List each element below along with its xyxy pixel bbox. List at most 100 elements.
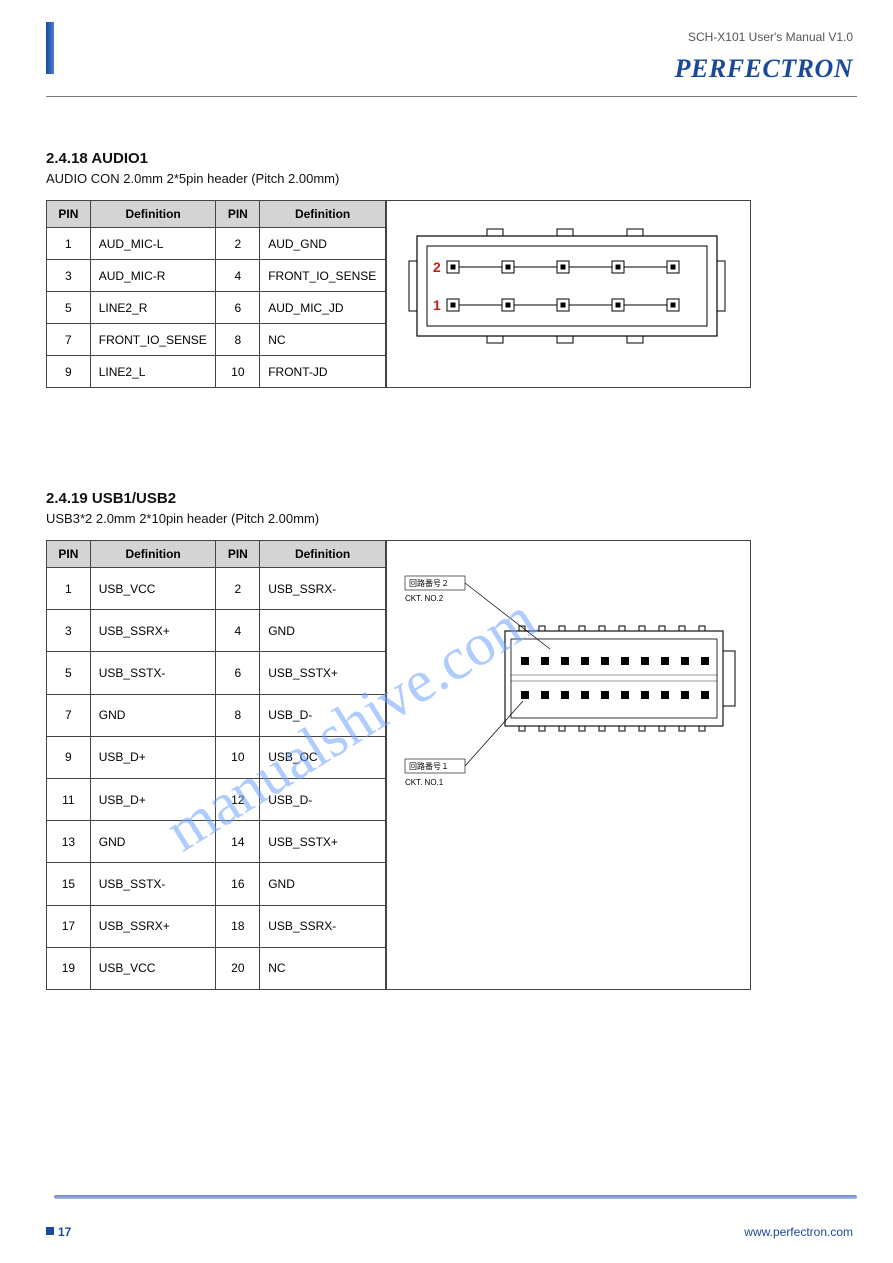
definition-cell: USB_SSTX+ — [260, 821, 386, 863]
pin-cell: 16 — [216, 863, 260, 905]
definition-cell: USB_VCC — [90, 947, 216, 989]
definition-cell: GND — [90, 694, 216, 736]
pin-cell: 10 — [216, 356, 260, 388]
page-number: 17 — [58, 1225, 71, 1239]
pin-cell: 2 — [216, 568, 260, 610]
pin-cell: 6 — [216, 292, 260, 324]
table-row: 15USB_SSTX-16GND — [47, 863, 386, 905]
usb-connector-svg: 回路番号２ CKT. NO.2 — [395, 571, 745, 821]
definition-cell: USB_OC — [260, 736, 386, 778]
section-heading: 2.4.19 USB1/USB2 — [46, 490, 857, 507]
table-row: 1AUD_MIC-L2AUD_GND — [47, 228, 386, 260]
definition-cell: USB_D+ — [90, 736, 216, 778]
pin-cell: 1 — [47, 568, 91, 610]
table-row: 7FRONT_IO_SENSE8NC — [47, 324, 386, 356]
definition-cell: USB_D- — [260, 778, 386, 820]
definition-cell: AUD_MIC_JD — [260, 292, 386, 324]
col-header: Definition — [90, 201, 216, 228]
col-header: PIN — [216, 201, 260, 228]
pin-cell: 13 — [47, 821, 91, 863]
col-header: PIN — [216, 541, 260, 568]
pin-cell: 1 — [47, 228, 91, 260]
pin-cell: 9 — [47, 356, 91, 388]
table-row: 5USB_SSTX-6USB_SSTX+ — [47, 652, 386, 694]
col-header: PIN — [47, 541, 91, 568]
audio-connector-figure: 2 1 — [386, 200, 751, 388]
definition-cell: USB_SSRX+ — [90, 610, 216, 652]
ckt-label-jp-1: 回路番号１ — [409, 761, 449, 771]
definition-cell: LINE2_R — [90, 292, 216, 324]
table-row: 3USB_SSRX+4GND — [47, 610, 386, 652]
definition-cell: USB_SSRX- — [260, 905, 386, 947]
definition-cell: AUD_MIC-L — [90, 228, 216, 260]
table-row: 1USB_VCC2USB_SSRX- — [47, 568, 386, 610]
table-header-row: PIN Definition PIN Definition — [47, 541, 386, 568]
definition-cell: USB_D- — [260, 694, 386, 736]
section-usb: 2.4.19 USB1/USB2 USB3*2 2.0mm 2*10pin he… — [46, 490, 857, 990]
pin-cell: 3 — [47, 260, 91, 292]
pin-cell: 7 — [47, 694, 91, 736]
pin-cell: 9 — [47, 736, 91, 778]
table-row: 7GND8USB_D- — [47, 694, 386, 736]
table-row: 9USB_D+10USB_OC — [47, 736, 386, 778]
definition-cell: USB_D+ — [90, 778, 216, 820]
definition-cell: GND — [260, 610, 386, 652]
definition-cell: LINE2_L — [90, 356, 216, 388]
definition-cell: NC — [260, 947, 386, 989]
doc-title: SCH-X101 User's Manual V1.0 — [688, 30, 853, 44]
table-header-row: PIN Definition PIN Definition — [47, 201, 386, 228]
brand-logo: PERFECTRON — [675, 54, 853, 84]
table-row: 5LINE2_R6AUD_MIC_JD — [47, 292, 386, 324]
pin-cell: 8 — [216, 694, 260, 736]
section-subheading: AUDIO CON 2.0mm 2*5pin header (Pitch 2.0… — [46, 171, 857, 186]
definition-cell: FRONT-JD — [260, 356, 386, 388]
pin-cell: 7 — [47, 324, 91, 356]
pin-cell: 4 — [216, 610, 260, 652]
pin-cell: 18 — [216, 905, 260, 947]
header-accent — [46, 22, 54, 74]
definition-cell: USB_SSTX- — [90, 863, 216, 905]
definition-cell: USB_SSTX+ — [260, 652, 386, 694]
ckt-label-en-2: CKT. NO.2 — [405, 594, 444, 603]
section-heading: 2.4.18 AUDIO1 — [46, 150, 857, 167]
table-row: 17USB_SSRX+18USB_SSRX- — [47, 905, 386, 947]
table-row: 13GND14USB_SSTX+ — [47, 821, 386, 863]
ckt-label-en-1: CKT. NO.1 — [405, 778, 444, 787]
section-subheading: USB3*2 2.0mm 2*10pin header (Pitch 2.00m… — [46, 511, 857, 526]
definition-cell: FRONT_IO_SENSE — [90, 324, 216, 356]
usb-pin-table: PIN Definition PIN Definition 1USB_VCC2U… — [46, 540, 386, 990]
definition-cell: AUD_MIC-R — [90, 260, 216, 292]
definition-cell: GND — [260, 863, 386, 905]
pin-cell: 20 — [216, 947, 260, 989]
definition-cell: AUD_GND — [260, 228, 386, 260]
pin-cell: 11 — [47, 778, 91, 820]
col-header: Definition — [90, 541, 216, 568]
pin-label-1: 1 — [433, 297, 441, 313]
pin-cell: 2 — [216, 228, 260, 260]
pin-cell: 8 — [216, 324, 260, 356]
pin-cell: 12 — [216, 778, 260, 820]
table-row: 11USB_D+12USB_D- — [47, 778, 386, 820]
col-header: Definition — [260, 541, 386, 568]
pin-cell: 5 — [47, 652, 91, 694]
pin-cell: 5 — [47, 292, 91, 324]
definition-cell: GND — [90, 821, 216, 863]
definition-cell: FRONT_IO_SENSE — [260, 260, 386, 292]
definition-cell: USB_SSRX+ — [90, 905, 216, 947]
ckt-label-jp-2: 回路番号２ — [409, 578, 449, 588]
definition-cell: USB_SSTX- — [90, 652, 216, 694]
audio-connector-svg: 2 1 — [397, 221, 742, 361]
pin-cell: 14 — [216, 821, 260, 863]
usb-connector-figure: 回路番号２ CKT. NO.2 — [386, 540, 751, 990]
definition-cell: NC — [260, 324, 386, 356]
table-row: 9LINE2_L10FRONT-JD — [47, 356, 386, 388]
col-header: Definition — [260, 201, 386, 228]
pin-cell: 17 — [47, 905, 91, 947]
audio-pin-table: PIN Definition PIN Definition 1AUD_MIC-L… — [46, 200, 386, 388]
definition-cell: USB_VCC — [90, 568, 216, 610]
pin-cell: 4 — [216, 260, 260, 292]
pin-cell: 19 — [47, 947, 91, 989]
footer-rule — [54, 1195, 857, 1199]
col-header: PIN — [47, 201, 91, 228]
pin-cell: 3 — [47, 610, 91, 652]
